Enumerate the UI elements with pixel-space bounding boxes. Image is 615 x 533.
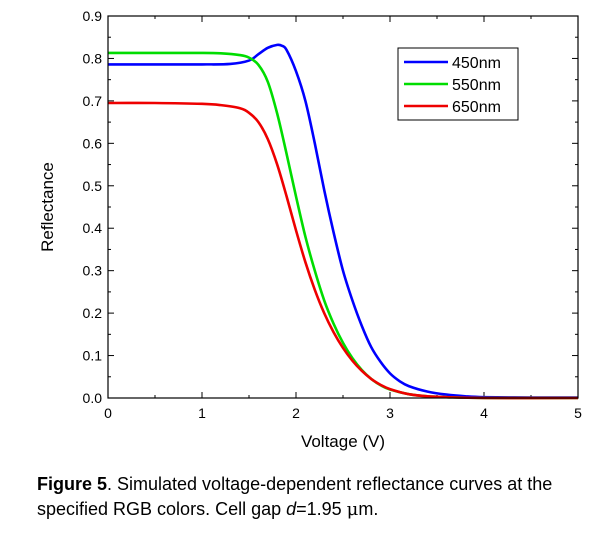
reflectance-chart: 0.0 0.1 0.2 0.3 0.4 0.5 0.6 0.7 0.8 0.9 0 1 2 3 4 5 Vo… [38,8,582,451]
caption-unit-rest: m. [358,499,379,519]
y-tick-label: 0.1 [83,348,103,364]
y-tick-label: 0.5 [83,178,103,194]
legend-label-650nm: 650nm [452,99,501,116]
plot-series [107,43,579,400]
y-axis-title: Reflectance [38,162,57,252]
x-tick-label: 5 [574,405,582,421]
series-line-650nm [107,101,579,400]
caption-label: Figure 5 [37,474,108,494]
caption-variable: d [286,499,297,519]
caption-text-1: . Simulated voltage-dependent reflectanc… [37,474,553,519]
y-tick-label: 0.6 [83,135,103,151]
legend-label-550nm: 550nm [452,77,501,94]
y-axis-ticks: 0.0 0.1 0.2 0.3 0.4 0.5 0.6 0.7 0.8 0.9 [83,8,578,406]
y-tick-label: 0.0 [83,390,103,406]
legend-label-450nm: 450nm [452,55,501,72]
x-tick-label: 4 [480,405,488,421]
figure-caption: Figure 5. Simulated voltage-dependent re… [37,472,597,522]
y-tick-label: 0.9 [83,8,103,24]
x-tick-label: 0 [104,405,112,421]
plot-frame [107,15,579,399]
series-line-450nm [107,43,579,399]
y-tick-label: 0.2 [83,305,103,321]
x-tick-label: 1 [198,405,206,421]
y-tick-label: 0.4 [83,220,103,236]
x-tick-label: 3 [386,405,394,421]
y-tick-label: 0.7 [83,93,103,109]
caption-unit-mu: μ [346,499,359,520]
legend: 450nm 550nm 650nm [397,47,519,121]
y-tick-label: 0.8 [83,50,103,66]
y-tick-label: 0.3 [83,263,103,279]
caption-text-2: =1.95 [296,499,347,519]
x-axis-title: Voltage (V) [301,432,385,451]
x-tick-label: 2 [292,405,300,421]
